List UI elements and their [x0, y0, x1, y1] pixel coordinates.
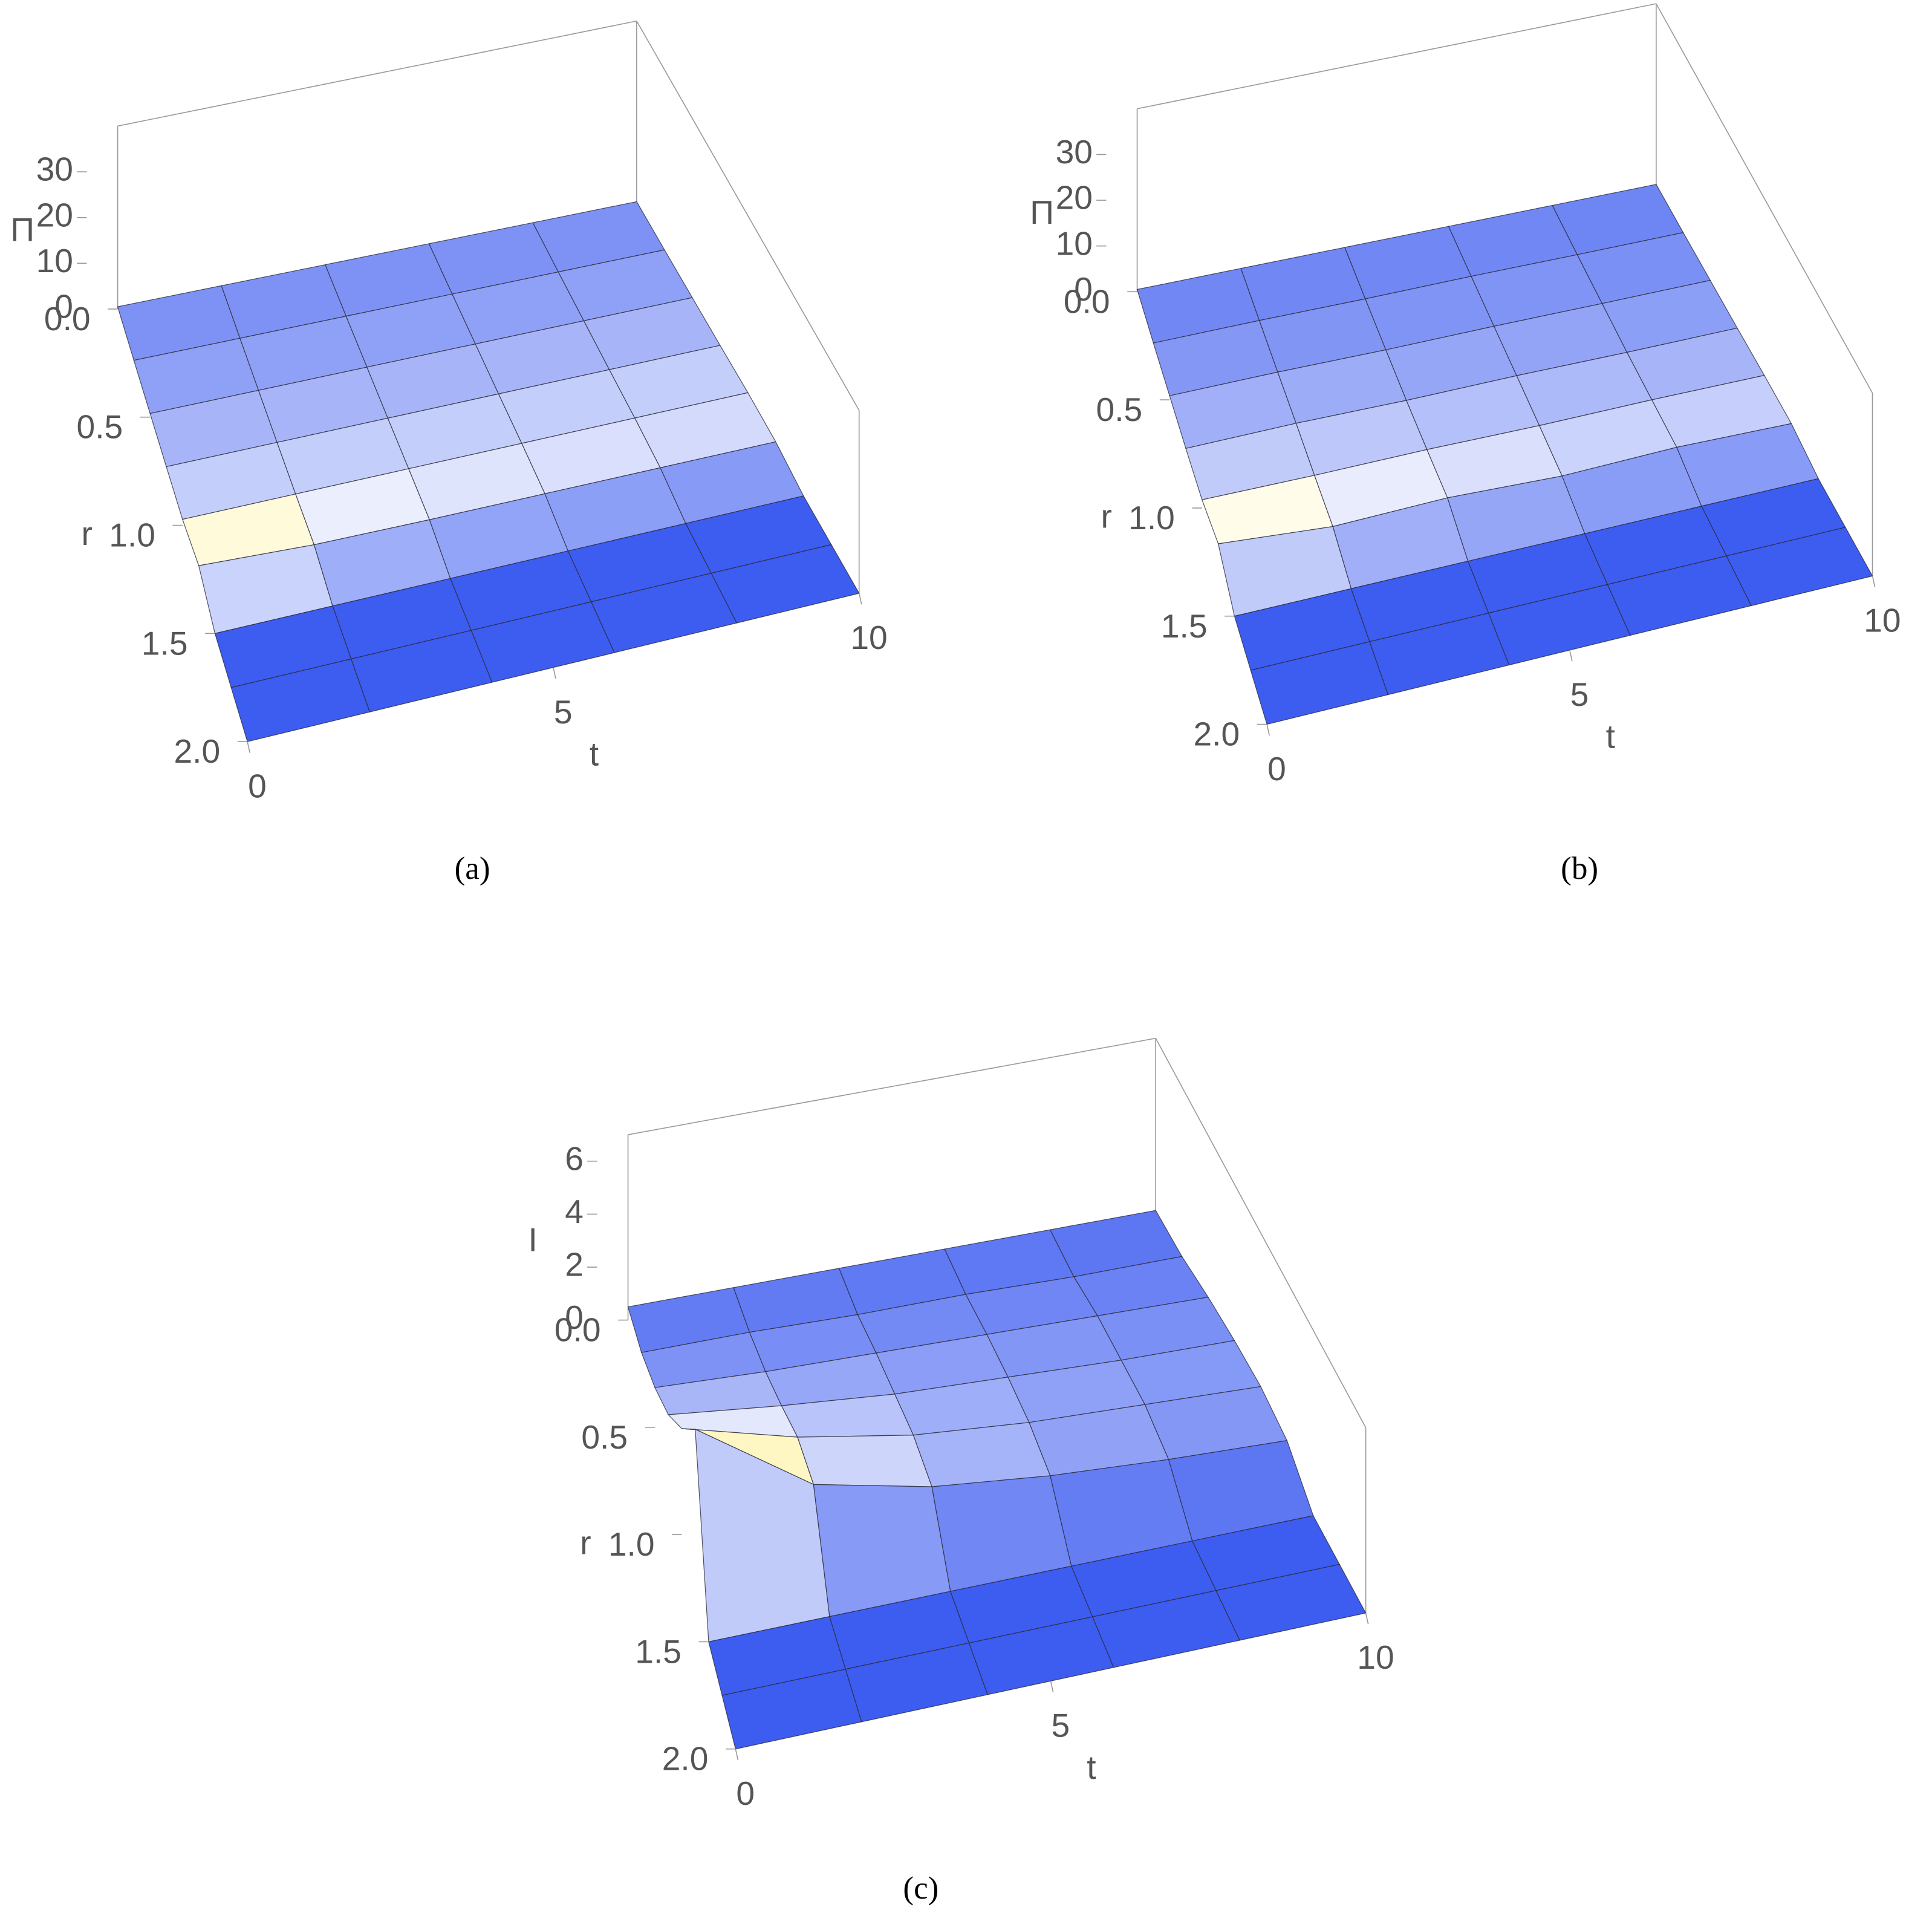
r-tick-label: 1.5	[635, 1632, 681, 1670]
r-tick-label: 0.0	[1064, 282, 1110, 320]
t-tick-label: 10	[1357, 1638, 1394, 1676]
r-tick-label: 0.0	[555, 1311, 601, 1349]
z-tick-label: 30	[36, 151, 73, 188]
r-tick-label: 2.0	[174, 732, 220, 770]
box-edge	[117, 20, 637, 127]
z-tick-label: 4	[565, 1193, 584, 1230]
caption: (c)	[903, 1871, 938, 1906]
box-edge	[628, 1037, 1156, 1135]
z-axis-label: I	[529, 1221, 538, 1258]
t-axis-label: t	[1606, 718, 1615, 755]
t-tick	[1569, 650, 1573, 662]
r-axis-label: r	[580, 1524, 591, 1561]
z-tick-label: 20	[36, 196, 73, 233]
r-tick-label: 0.0	[44, 300, 91, 337]
r-tick-label: 1.5	[1161, 607, 1208, 645]
t-tick	[1266, 724, 1270, 736]
t-tick-label: 0	[736, 1775, 755, 1812]
t-tick-label: 5	[1051, 1707, 1070, 1744]
t-tick-label: 0	[248, 767, 267, 804]
r-axis-label: r	[82, 515, 93, 552]
t-tick	[553, 667, 556, 679]
t-axis-label: t	[1087, 1749, 1096, 1786]
t-tick-label: 5	[554, 693, 573, 731]
r-tick-label: 1.0	[608, 1525, 655, 1563]
surface-patch	[797, 1435, 933, 1487]
t-tick	[1365, 1612, 1369, 1625]
t-tick	[1050, 1681, 1054, 1692]
z-tick-label: 0	[1074, 270, 1093, 308]
r-tick-label: 1.5	[141, 624, 188, 662]
r-tick-label: 0.5	[77, 408, 123, 446]
z-tick-label: 10	[1056, 224, 1093, 262]
t-tick	[858, 593, 862, 605]
box-edge	[1656, 3, 1873, 394]
t-tick-label: 0	[1267, 750, 1286, 787]
r-axis-label: r	[1101, 497, 1112, 535]
z-axis-label: Π	[10, 210, 34, 248]
z-tick-label: 10	[36, 242, 73, 279]
r-tick-label: 0.5	[581, 1418, 628, 1456]
t-tick	[1872, 576, 1876, 587]
t-tick-label: 10	[850, 619, 887, 656]
box-edge	[1137, 3, 1657, 109]
box-edge	[1155, 1038, 1367, 1428]
caption: (b)	[1561, 851, 1598, 886]
box-edge	[636, 21, 860, 411]
z-tick-label: 30	[1056, 133, 1093, 171]
z-tick-label: 2	[565, 1246, 584, 1283]
r-tick-label: 0.5	[1096, 391, 1143, 428]
r-tick-label: 1.0	[109, 517, 155, 554]
t-tick-label: 5	[1570, 676, 1589, 713]
z-tick-label: 0	[565, 1299, 584, 1336]
t-tick-label: 10	[1864, 602, 1901, 639]
r-tick-label: 2.0	[662, 1740, 709, 1778]
z-tick-label: 0	[54, 287, 73, 325]
z-tick-label: 20	[1056, 179, 1093, 217]
z-tick-label: 6	[565, 1140, 584, 1177]
r-tick-label: 2.0	[1193, 716, 1240, 753]
t-tick	[247, 741, 251, 753]
z-axis-label: Π	[1030, 194, 1054, 231]
caption: (a)	[455, 851, 490, 886]
t-tick	[735, 1749, 739, 1761]
r-tick-label: 1.0	[1128, 499, 1175, 536]
t-axis-label: t	[590, 735, 599, 772]
